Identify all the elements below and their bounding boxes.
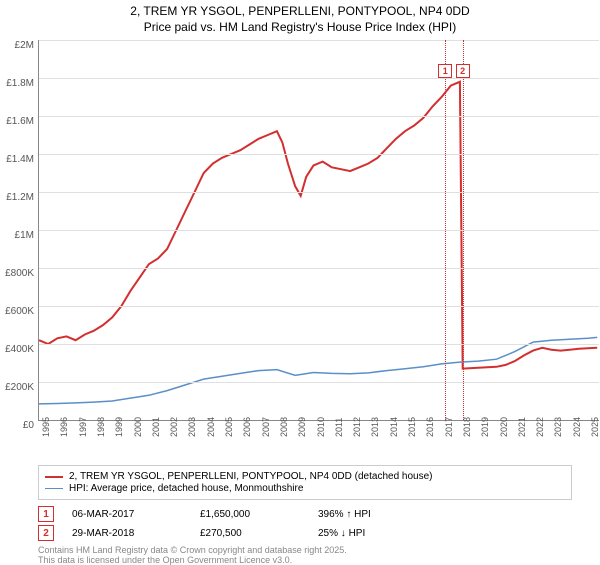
sale-row: 1 06-MAR-2017 £1,650,000 396% ↑ HPI xyxy=(38,506,600,522)
sale-price: £270,500 xyxy=(200,528,300,539)
y-tick-label: £1.6M xyxy=(6,116,34,128)
footer-line-1: Contains HM Land Registry data © Crown c… xyxy=(38,545,600,555)
sale-marker-icon: 1 xyxy=(38,506,54,522)
x-tick-label: 2014 xyxy=(389,417,399,437)
y-tick-label: £1M xyxy=(15,230,34,242)
x-tick-label: 2020 xyxy=(499,417,509,437)
x-tick-label: 2006 xyxy=(242,417,252,437)
marker-guideline xyxy=(463,40,464,420)
chart-marker-2: 2 xyxy=(456,64,470,78)
y-tick-label: £0 xyxy=(23,420,34,432)
sale-date: 29-MAR-2018 xyxy=(72,528,182,539)
x-tick-label: 2003 xyxy=(187,417,197,437)
x-tick-label: 2025 xyxy=(590,417,600,437)
chart-marker-1: 1 xyxy=(438,64,452,78)
x-tick-label: 2008 xyxy=(279,417,289,437)
x-tick-label: 2015 xyxy=(407,417,417,437)
x-tick-label: 2004 xyxy=(206,417,216,437)
gridline xyxy=(39,192,599,193)
sale-marker-icon: 2 xyxy=(38,525,54,541)
y-axis-labels: £0£200K£400K£600K£800K£1M£1.2M£1.4M£1.6M… xyxy=(0,40,36,420)
x-tick-label: 2005 xyxy=(224,417,234,437)
legend-label: 2, TREM YR YSGOL, PENPERLLENI, PONTYPOOL… xyxy=(69,471,432,482)
chart-title: 2, TREM YR YSGOL, PENPERLLENI, PONTYPOOL… xyxy=(0,4,600,18)
x-tick-label: 2019 xyxy=(480,417,490,437)
series-line-price_paid xyxy=(39,82,597,369)
gridline xyxy=(39,78,599,79)
x-tick-label: 2024 xyxy=(572,417,582,437)
gridline xyxy=(39,116,599,117)
legend-swatch xyxy=(45,488,63,489)
x-tick-label: 2018 xyxy=(462,417,472,437)
x-tick-label: 2009 xyxy=(297,417,307,437)
x-tick-label: 2013 xyxy=(370,417,380,437)
y-tick-label: £1.8M xyxy=(6,78,34,90)
gridline xyxy=(39,382,599,383)
gridline xyxy=(39,306,599,307)
series-line-hpi xyxy=(39,337,597,404)
x-tick-label: 1999 xyxy=(114,417,124,437)
x-tick-label: 2017 xyxy=(444,417,454,437)
marker-guideline xyxy=(445,40,446,420)
gridline xyxy=(39,154,599,155)
x-tick-label: 2010 xyxy=(316,417,326,437)
y-tick-label: £400K xyxy=(5,344,34,356)
x-tick-label: 2011 xyxy=(334,418,344,437)
y-tick-label: £600K xyxy=(5,306,34,318)
gridline xyxy=(39,268,599,269)
sale-pct: 25% ↓ HPI xyxy=(318,528,418,539)
x-tick-label: 2002 xyxy=(169,417,179,437)
gridline xyxy=(39,40,599,41)
gridline xyxy=(39,344,599,345)
x-tick-label: 2012 xyxy=(352,417,362,437)
sale-pct: 396% ↑ HPI xyxy=(318,509,418,520)
legend-box: 2, TREM YR YSGOL, PENPERLLENI, PONTYPOOL… xyxy=(38,465,572,500)
legend-label: HPI: Average price, detached house, Monm… xyxy=(69,483,303,494)
y-tick-label: £1.2M xyxy=(6,192,34,204)
sales-data-rows: 1 06-MAR-2017 £1,650,000 396% ↑ HPI 2 29-MAR-… xyxy=(38,506,600,541)
x-tick-label: 1998 xyxy=(96,417,106,437)
legend-swatch xyxy=(45,476,63,478)
legend-row: 2, TREM YR YSGOL, PENPERLLENI, PONTYPOOL… xyxy=(45,471,565,482)
x-tick-label: 1997 xyxy=(78,417,88,437)
x-tick-label: 2000 xyxy=(133,417,143,437)
sale-row: 2 29-MAR-2018 £270,500 25% ↓ HPI xyxy=(38,525,600,541)
sale-price: £1,650,000 xyxy=(200,509,300,520)
x-axis-labels: 1995199619971998199920002001200220032004… xyxy=(38,421,598,441)
x-tick-label: 2021 xyxy=(517,417,527,437)
chart-plot-area: 12 xyxy=(38,40,599,421)
y-tick-label: £800K xyxy=(5,268,34,280)
sale-date: 06-MAR-2017 xyxy=(72,509,182,520)
y-tick-label: £200K xyxy=(5,382,34,394)
x-tick-label: 2022 xyxy=(535,417,545,437)
footer-attribution: Contains HM Land Registry data © Crown c… xyxy=(38,545,600,565)
legend-row: HPI: Average price, detached house, Monm… xyxy=(45,483,565,494)
chart-subtitle: Price paid vs. HM Land Registry's House … xyxy=(0,20,600,34)
y-tick-label: £1.4M xyxy=(6,154,34,166)
x-tick-label: 2001 xyxy=(151,417,161,437)
gridline xyxy=(39,230,599,231)
x-tick-label: 1995 xyxy=(41,417,51,437)
x-tick-label: 1996 xyxy=(59,417,69,437)
x-tick-label: 2023 xyxy=(553,417,563,437)
footer-line-2: This data is licensed under the Open Gov… xyxy=(38,555,600,565)
x-tick-label: 2007 xyxy=(261,417,271,437)
x-tick-label: 2016 xyxy=(425,417,435,437)
y-tick-label: £2M xyxy=(15,40,34,52)
